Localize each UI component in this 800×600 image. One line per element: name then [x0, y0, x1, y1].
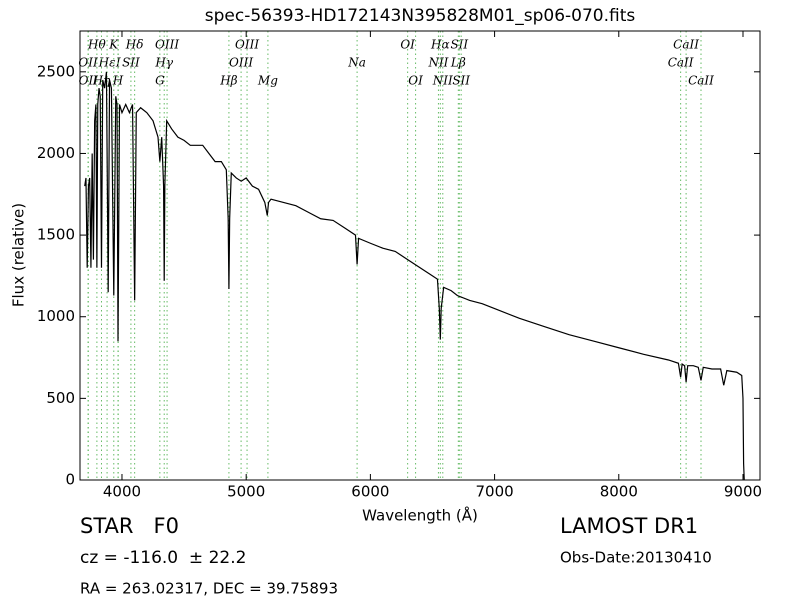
spectral-line-label: Hη [92, 74, 111, 88]
x-tick-label: 9000 [724, 483, 762, 501]
x-tick-label: 6000 [351, 483, 389, 501]
x-tick-label: 5000 [227, 483, 265, 501]
spectral-line-label: Hα [430, 38, 450, 52]
spectral-line-label: Na [347, 56, 366, 70]
plot-frame [79, 30, 761, 481]
spectral-line-label: G [155, 74, 165, 88]
spectral-line-label: Hε [98, 56, 116, 70]
spectral-line-label: Hγ [154, 56, 173, 70]
spectral-line-label: OI [408, 74, 423, 88]
spectral-line-label: Mg [257, 74, 278, 88]
x-axis-label: Wavelength (Å) [362, 506, 478, 525]
spectral-line-label: SII [452, 74, 470, 88]
spectral-line-label: SII [450, 38, 468, 52]
spectral-line-label: OII [79, 74, 99, 88]
spectral-line-label: OIII [155, 38, 179, 52]
y-tick-label: 2000 [37, 144, 75, 162]
y-tick-label: 500 [46, 389, 75, 407]
survey: LAMOST DR1 [560, 514, 698, 538]
spectral-line-label: OIII [229, 56, 253, 70]
spectral-line-label: Hθ [87, 38, 106, 52]
x-tick-label: 7000 [475, 483, 513, 501]
y-axis-label: Flux (relative) [10, 203, 28, 307]
spectral-line-label: OIII [235, 38, 259, 52]
y-tick-label: 2500 [37, 62, 75, 80]
spectral-line-label: Lβ [450, 56, 466, 70]
spectral-line-label: Hδ [125, 38, 144, 52]
redshift: cz = -116.0 ± 22.2 [80, 548, 246, 568]
y-tick-label: 1500 [37, 226, 75, 244]
x-tick-label: 8000 [600, 483, 638, 501]
chart-title: spec-56393-HD172143N395828M01_sp06-070.f… [205, 6, 636, 26]
spectral-line-label: NII [427, 56, 448, 70]
spectral-line-label: SII [122, 56, 140, 70]
y-tick-label: 1000 [37, 307, 75, 325]
x-tick-label: 4000 [103, 483, 141, 501]
obs-date: Obs-Date:20130410 [560, 549, 712, 567]
spectral-line-label: NII [432, 74, 453, 88]
y-tick-label: 0 [65, 471, 75, 489]
spectral-line-label: Hβ [219, 74, 237, 88]
star-class: STAR F0 [80, 514, 179, 538]
spectrum-line [84, 71, 745, 481]
spectral-line-label: CaII [688, 74, 714, 88]
coordinates: RA = 263.02317, DEC = 39.75893 [80, 580, 338, 598]
spectral-line-label: K [108, 38, 119, 52]
spectral-line-label: H [112, 74, 124, 88]
spectral-line-label: CaII [673, 38, 699, 52]
spectral-line-label: OI [400, 38, 415, 52]
spectral-line-label: CaII [668, 56, 694, 70]
